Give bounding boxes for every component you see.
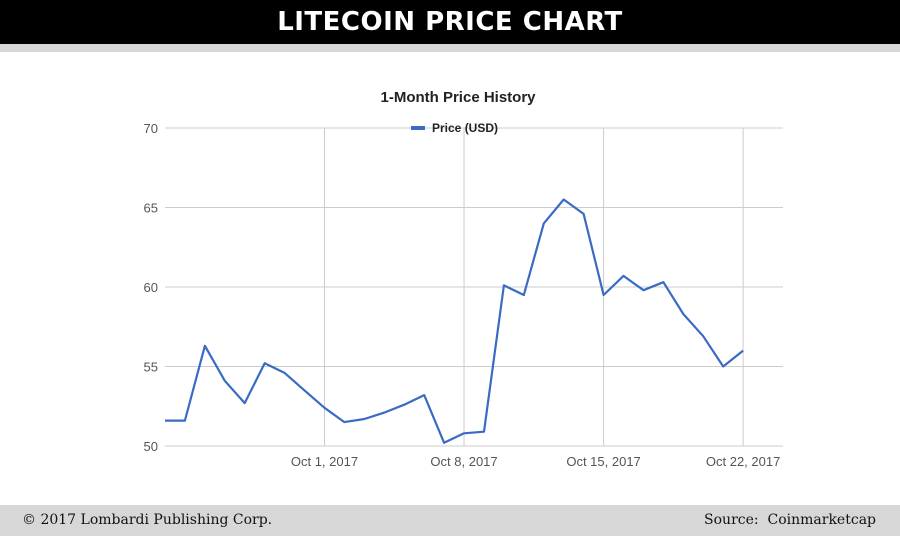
gridlines xyxy=(165,127,783,447)
line-chart: 1-Month Price History 50 55 60 65 70 Oct 1, … xyxy=(144,89,783,469)
x-axis: Oct 1, 2017 Oct 8, 2017 Oct 15, 2017 Oct 22… xyxy=(291,454,780,469)
chart-title: 1-Month Price History xyxy=(380,89,536,106)
y-tick-label: 60 xyxy=(144,280,158,295)
legend-label-price: Price (USD) xyxy=(432,121,498,135)
x-tick-label: Oct 15, 2017 xyxy=(566,454,640,469)
y-axis: 50 55 60 65 70 xyxy=(144,121,158,454)
legend-swatch xyxy=(411,126,425,130)
chart-banner-title: LITECOIN PRICE CHART xyxy=(0,0,900,44)
chart-area: 1-Month Price History 50 55 60 65 70 Oct 1, … xyxy=(0,52,900,504)
copyright-text: © 2017 Lombardi Publishing Corp. xyxy=(22,512,273,528)
y-tick-label: 65 xyxy=(144,201,158,216)
source-text: Source: Coinmarketcap xyxy=(704,512,876,528)
x-tick-label: Oct 22, 2017 xyxy=(706,454,780,469)
x-tick-label: Oct 1, 2017 xyxy=(291,454,358,469)
series-line-price xyxy=(165,198,744,444)
banner-separator xyxy=(0,44,900,52)
y-tick-label: 50 xyxy=(144,439,158,454)
legend: Price (USD) xyxy=(411,121,498,135)
y-tick-label: 70 xyxy=(144,121,158,136)
footer-bar: © 2017 Lombardi Publishing Corp. Source:… xyxy=(0,505,900,536)
series-layer xyxy=(165,198,744,444)
y-tick-label: 55 xyxy=(144,360,158,375)
x-tick-label: Oct 8, 2017 xyxy=(430,454,497,469)
